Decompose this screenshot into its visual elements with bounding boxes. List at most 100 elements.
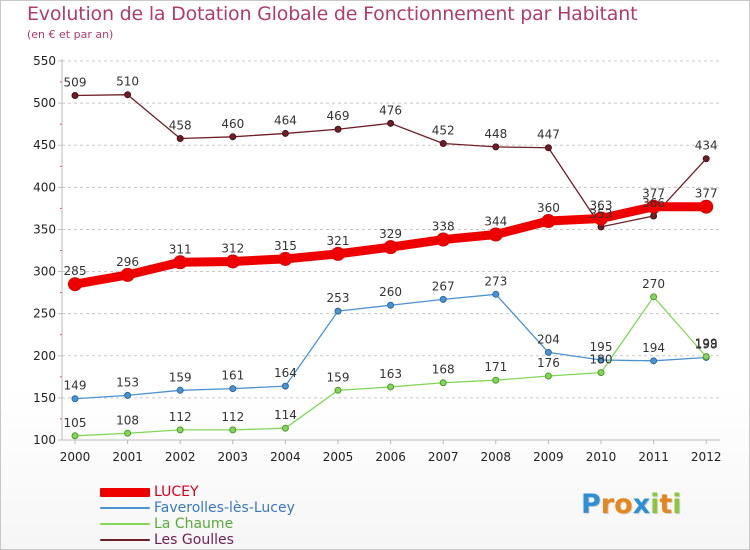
legend-swatch	[100, 523, 150, 525]
data-label: 108	[116, 413, 139, 427]
data-point	[176, 134, 184, 142]
data-point	[439, 379, 447, 387]
data-label: 447	[537, 128, 560, 142]
data-point	[387, 119, 395, 127]
logo-letter: x	[632, 489, 651, 520]
data-point	[650, 212, 658, 220]
data-label: 204	[537, 332, 560, 346]
data-label: 180	[590, 353, 613, 367]
data-point	[124, 429, 132, 437]
data-point	[492, 143, 500, 151]
y-tick-label: 400	[33, 180, 56, 194]
data-point	[439, 140, 447, 148]
data-point	[387, 383, 395, 391]
data-label: 353	[590, 207, 613, 221]
data-label: 377	[642, 187, 665, 201]
data-point	[331, 246, 345, 261]
data-point	[650, 293, 658, 301]
data-label: 363	[590, 198, 613, 212]
x-tick-label: 2000	[60, 450, 91, 464]
x-tick-label: 2003	[218, 450, 249, 464]
data-label: 112	[169, 410, 192, 424]
proxiti-logo: Proxiti	[581, 489, 682, 520]
legend-swatch	[100, 539, 150, 541]
data-point	[229, 426, 237, 434]
data-label: 469	[327, 109, 350, 123]
x-tick-label: 2009	[533, 450, 564, 464]
x-tick-label: 2008	[481, 450, 512, 464]
data-label: 452	[432, 124, 455, 138]
data-point	[646, 199, 661, 214]
data-label: 114	[274, 408, 297, 422]
x-tick-label: 2010	[586, 450, 617, 464]
data-label: 159	[327, 370, 350, 384]
data-point	[71, 395, 79, 403]
y-tick-label: 200	[33, 349, 56, 363]
data-point	[436, 232, 451, 247]
data-label: 285	[64, 264, 87, 278]
data-label: 253	[327, 291, 350, 305]
logo-letter: i	[672, 489, 682, 520]
y-tick-label: 550	[33, 54, 56, 68]
data-point	[225, 254, 240, 269]
data-point	[124, 91, 132, 99]
data-point	[176, 386, 184, 394]
data-point	[492, 290, 500, 298]
data-label: 329	[379, 227, 402, 241]
data-label: 153	[116, 375, 139, 389]
data-label: 460	[221, 117, 244, 131]
data-label: 377	[695, 187, 718, 201]
logo-letter: t	[659, 489, 673, 520]
data-point	[597, 369, 605, 377]
data-label: 168	[432, 363, 455, 377]
data-label: 509	[64, 76, 87, 90]
legend-swatch	[100, 507, 150, 509]
legend-label: Les Goulles	[154, 532, 234, 548]
data-point	[281, 382, 289, 390]
data-label: 164	[274, 366, 297, 380]
data-point	[173, 255, 188, 270]
data-point	[334, 125, 342, 133]
data-point	[702, 155, 710, 163]
data-label: 338	[432, 220, 455, 234]
data-label: 112	[221, 410, 244, 424]
y-tick-label: 100	[33, 433, 56, 447]
x-tick-label: 2002	[165, 450, 196, 464]
data-label: 296	[116, 255, 139, 269]
data-label: 434	[695, 139, 718, 153]
y-tick-label: 300	[33, 265, 56, 279]
data-label: 312	[221, 241, 244, 255]
data-label: 159	[169, 370, 192, 384]
data-label: 360	[537, 201, 560, 215]
y-tick-label: 250	[33, 307, 56, 321]
data-label: 163	[379, 367, 402, 381]
data-label: 198	[695, 337, 718, 351]
data-point	[544, 348, 552, 356]
data-point	[229, 385, 237, 393]
data-label: 311	[169, 242, 192, 256]
data-label: 458	[169, 118, 192, 132]
data-label: 366	[642, 196, 665, 210]
x-tick-label: 2001	[112, 450, 143, 464]
data-point	[281, 129, 289, 137]
data-label: 315	[274, 239, 297, 253]
data-point	[229, 133, 237, 141]
data-label: 510	[116, 75, 139, 89]
x-tick-label: 2012	[691, 450, 722, 464]
data-point	[650, 357, 658, 365]
y-tick-label: 350	[33, 222, 56, 236]
data-point	[541, 214, 556, 229]
data-point	[597, 356, 605, 364]
data-point	[492, 376, 500, 384]
data-point	[594, 211, 608, 226]
logo-letter: P	[581, 489, 601, 520]
data-point	[488, 227, 503, 242]
data-point	[387, 301, 395, 309]
y-tick-label: 500	[33, 96, 56, 110]
data-point	[702, 353, 710, 361]
chart-subtitle: (en € et par an)	[27, 28, 114, 41]
data-label: 344	[484, 214, 507, 228]
legend-label: LUCEY	[154, 484, 199, 500]
legend-label: Faverolles-lès-Lucey	[154, 500, 295, 516]
data-label: 273	[484, 274, 507, 288]
